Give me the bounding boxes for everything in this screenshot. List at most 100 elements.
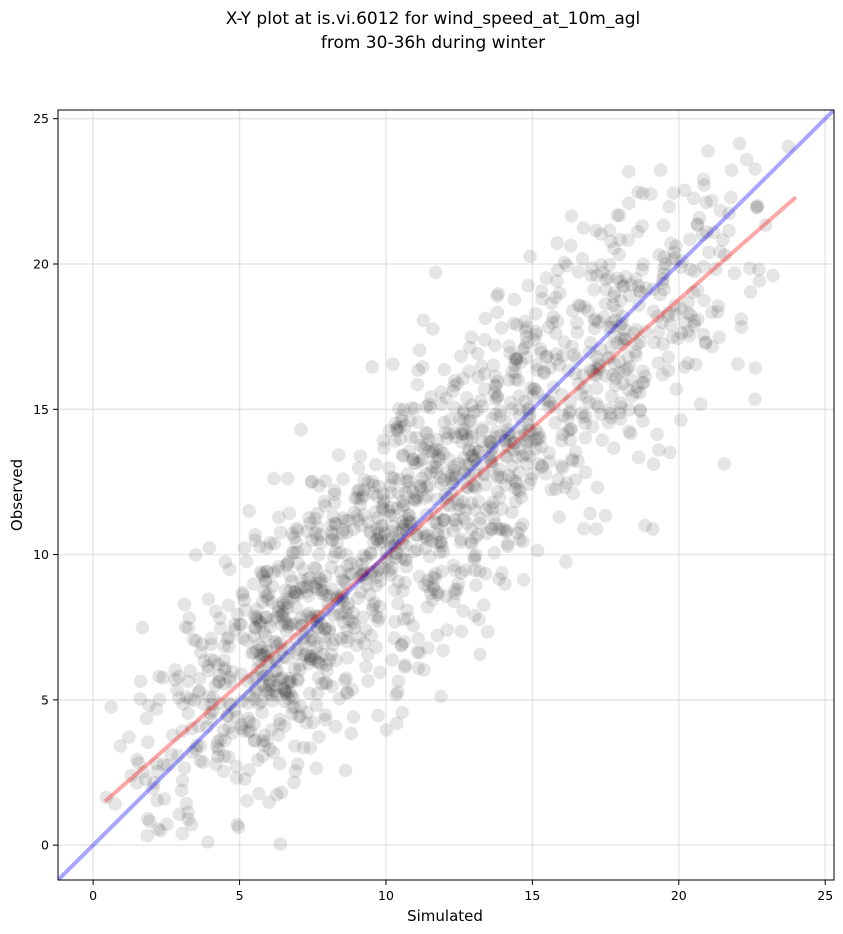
- scatter-point: [607, 357, 622, 372]
- scatter-point: [462, 467, 477, 482]
- scatter-point: [591, 400, 606, 414]
- scatter-point: [570, 316, 584, 330]
- scatter-point: [300, 705, 314, 720]
- scatter-point: [646, 304, 661, 319]
- scatter-point: [467, 454, 481, 468]
- scatter-point: [519, 447, 534, 462]
- scatter-point: [687, 191, 701, 206]
- scatter-point: [497, 434, 512, 448]
- scatter-point: [108, 797, 122, 811]
- scatter-point: [310, 646, 325, 660]
- scatter-point: [252, 786, 266, 801]
- scatter-point: [613, 293, 628, 308]
- scatter-point: [477, 466, 491, 481]
- scatter-point: [390, 420, 405, 434]
- scatter-point: [748, 361, 763, 375]
- scatter-point: [395, 515, 410, 529]
- scatter-point: [429, 460, 444, 475]
- scatter-point: [290, 587, 305, 602]
- scatter-point: [274, 642, 289, 657]
- scatter-point: [237, 723, 251, 738]
- scatter-point: [604, 340, 618, 355]
- scatter-point: [665, 252, 679, 267]
- scatter-point: [454, 532, 469, 547]
- scatter-point: [308, 609, 323, 623]
- scatter-point: [225, 726, 239, 740]
- scatter-point: [201, 835, 215, 849]
- scatter-point: [376, 433, 391, 448]
- scatter-point: [663, 318, 678, 333]
- scatter-point: [607, 441, 621, 455]
- scatter-point: [278, 615, 293, 630]
- scatter-point: [534, 345, 548, 360]
- scatter-point: [498, 478, 512, 493]
- scatter-point: [472, 494, 486, 509]
- scatter-point: [176, 697, 190, 711]
- scatter-point: [488, 338, 502, 353]
- scatter-point: [303, 516, 317, 531]
- scatter-point: [282, 641, 297, 656]
- scatter-point: [652, 443, 666, 457]
- scatter-point: [469, 481, 483, 496]
- scatter-point: [310, 532, 325, 547]
- scatter-point: [548, 482, 563, 497]
- scatter-point: [500, 449, 514, 464]
- scatter-point: [265, 613, 279, 627]
- scatter-point: [312, 609, 327, 624]
- scatter-point: [361, 515, 376, 529]
- scatter-point: [339, 547, 354, 562]
- scatter-point: [597, 310, 611, 325]
- scatter-point: [293, 699, 308, 714]
- scatter-point: [781, 139, 796, 154]
- scatter-point: [604, 320, 619, 335]
- scatter-point: [490, 484, 505, 499]
- scatter-point: [509, 450, 524, 464]
- scatter-point: [537, 366, 551, 381]
- scatter-point: [498, 448, 512, 463]
- scatter-point: [268, 684, 283, 699]
- scatter-point: [525, 466, 540, 481]
- scatter-point: [222, 630, 236, 644]
- scatter-point: [217, 639, 231, 653]
- scatter-point: [604, 315, 619, 330]
- scatter-point: [263, 619, 277, 634]
- scatter-point: [563, 238, 578, 253]
- scatter-point: [269, 678, 284, 693]
- scatter-point: [302, 686, 317, 701]
- scatter-point: [433, 470, 448, 485]
- scatter-point: [415, 360, 430, 374]
- scatter-point: [462, 414, 476, 429]
- scatter-point: [516, 449, 530, 464]
- scatter-point: [493, 429, 508, 443]
- scatter-point: [505, 402, 519, 416]
- scatter-point: [303, 651, 318, 666]
- scatter-point: [216, 764, 231, 779]
- scatter-point: [334, 631, 349, 646]
- scatter-point: [687, 318, 701, 333]
- scatter-point: [383, 478, 398, 493]
- scatter-point: [534, 284, 549, 299]
- scatter-point: [511, 373, 526, 388]
- scatter-point: [370, 563, 385, 578]
- scatter-point: [468, 530, 483, 545]
- scatter-point: [512, 402, 527, 416]
- scatter-point: [613, 412, 628, 427]
- scatter-point: [668, 251, 682, 266]
- scatter-point: [318, 636, 332, 650]
- scatter-point: [241, 696, 255, 710]
- scatter-point: [535, 460, 549, 474]
- scatter-point: [348, 491, 362, 505]
- scatter-point: [433, 545, 447, 560]
- scatter-point: [413, 479, 428, 494]
- scatter-point: [437, 512, 452, 527]
- scatter-point: [331, 448, 346, 462]
- scatter-point: [262, 742, 277, 757]
- scatter-point: [279, 624, 294, 638]
- scatter-point: [263, 536, 277, 550]
- scatter-point: [318, 622, 332, 636]
- scatter-point: [313, 576, 328, 590]
- scatter-point: [305, 474, 319, 489]
- scatter-point: [230, 607, 245, 622]
- scatter-point: [241, 724, 256, 739]
- scatter-point: [253, 648, 268, 662]
